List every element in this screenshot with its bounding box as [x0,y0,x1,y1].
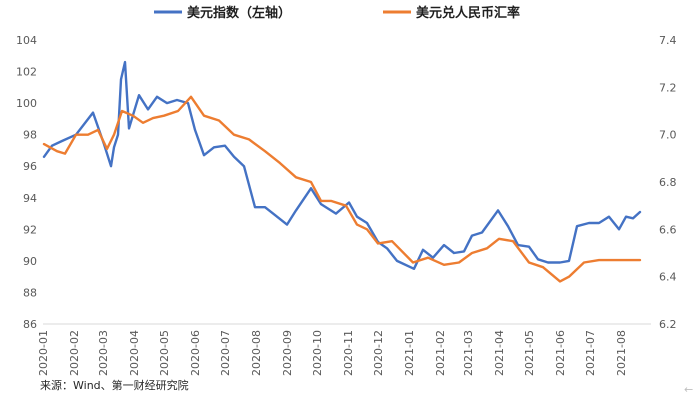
y-left-tick-label: 100 [16,97,37,110]
y-right-tick-label: 7.2 [659,81,677,94]
y-right-tick-label: 7.4 [659,34,677,47]
source-note: 来源：Wind、第一财经研究院 [40,379,189,392]
series-line-0 [42,60,642,270]
y-left-tick-label: 94 [23,192,37,205]
legend-label-1: 美元兑人民币汇率 [416,5,520,21]
y-right-tick-label: 7.0 [659,129,677,142]
y-left-tick-label: 96 [23,160,37,173]
y-left-tick-label: 88 [23,286,37,299]
x-tick-label: 2021-01 [403,330,416,376]
x-tick-label: 2020-08 [250,330,263,376]
x-tick-label: 2020-04 [128,330,141,376]
x-tick-label: 2021-08 [615,330,628,376]
y-left-tick-label: 86 [23,318,37,331]
x-tick-label: 2021-05 [523,330,536,376]
x-tick-label: 2020-03 [97,330,110,376]
x-tick-label: 2020-07 [219,330,232,376]
y-left-tick-label: 90 [23,255,37,268]
x-tick-label: 2021-03 [462,330,475,376]
y-right-tick-label: 6.8 [659,176,677,189]
x-tick-label: 2020-01 [37,330,50,376]
x-tick-label: 2021-06 [554,330,567,376]
y-right-tick-label: 6.4 [659,271,677,284]
x-tick-label: 2020-09 [281,330,294,376]
x-tick-label: 2020-11 [342,330,355,376]
y-left-tick-label: 104 [16,34,37,47]
y-left-tick-label: 98 [23,129,37,142]
x-tick-label: 2020-02 [68,330,81,376]
x-tick-label: 2020-06 [189,330,202,376]
x-tick-label: 2021-04 [493,330,506,376]
y-right-tick-label: 6.2 [659,318,677,331]
x-tick-label: 2021-02 [434,330,447,376]
y-left-tick-label: 92 [23,223,37,236]
series-line-1 [42,95,642,283]
series-layer [42,60,642,283]
x-tick-label: 2020-10 [311,330,324,376]
y-right-tick-label: 6.6 [659,223,677,236]
x-tick-label: 2020-05 [158,330,171,376]
x-tick-label: 2021-07 [584,330,597,376]
axes: 86 88 90 92 94 96 98 100 102 104 6.2 6.4 6.6 6.8 7.0 7.… [16,34,677,376]
legend-label-0: 美元指数（左轴） [187,5,291,21]
legend: 美元指数（左轴） 美元兑人民币汇率 [154,5,520,21]
arrow-left-icon[interactable]: ← [684,383,694,396]
y-left-tick-label: 102 [16,66,37,79]
x-tick-label: 2020-12 [372,330,385,376]
